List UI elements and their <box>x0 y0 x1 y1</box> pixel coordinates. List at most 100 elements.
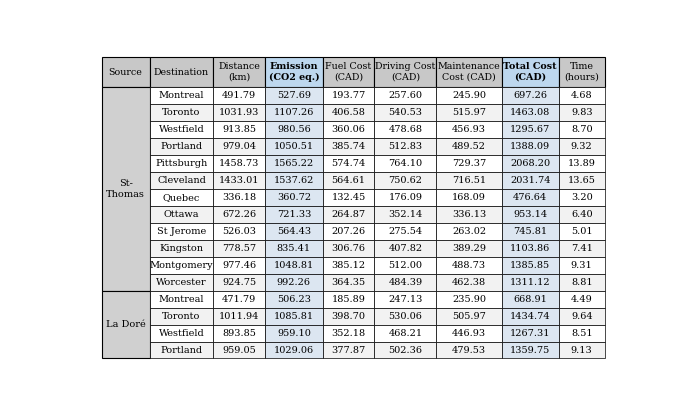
Text: 4.68: 4.68 <box>571 91 593 100</box>
Text: 515.97: 515.97 <box>452 109 486 118</box>
Bar <box>374 325 436 342</box>
Bar <box>150 274 213 291</box>
Text: Total Cost
(CAD): Total Cost (CAD) <box>504 62 557 82</box>
Text: 1103.86: 1103.86 <box>510 244 551 253</box>
Bar <box>150 223 213 240</box>
Text: 488.73: 488.73 <box>452 261 486 270</box>
Bar <box>322 138 374 155</box>
Bar <box>322 121 374 138</box>
Text: 9.64: 9.64 <box>571 312 593 321</box>
Bar <box>374 121 436 138</box>
Text: Source: Source <box>109 67 143 76</box>
Text: 9.31: 9.31 <box>571 261 593 270</box>
Bar <box>265 291 322 308</box>
Text: 406.58: 406.58 <box>331 109 365 118</box>
Text: 132.45: 132.45 <box>331 193 366 202</box>
Text: 1385.85: 1385.85 <box>510 261 551 270</box>
Bar <box>265 138 322 155</box>
Bar <box>265 342 322 358</box>
Bar <box>322 189 374 206</box>
Bar <box>559 274 605 291</box>
Text: 306.76: 306.76 <box>331 244 365 253</box>
Bar <box>150 325 213 342</box>
Text: 526.03: 526.03 <box>222 227 256 236</box>
Bar <box>322 274 374 291</box>
Text: 4.49: 4.49 <box>571 295 593 304</box>
Text: 959.10: 959.10 <box>277 328 311 337</box>
Text: 385.74: 385.74 <box>331 142 366 151</box>
Bar <box>322 206 374 223</box>
Text: 336.18: 336.18 <box>222 193 256 202</box>
Bar <box>265 88 322 104</box>
Bar <box>150 155 213 172</box>
Bar <box>436 189 502 206</box>
Bar <box>265 240 322 257</box>
Bar <box>101 291 150 358</box>
Bar <box>559 257 605 274</box>
Text: Toronto: Toronto <box>163 312 200 321</box>
Bar <box>374 155 436 172</box>
Bar <box>436 138 502 155</box>
Bar <box>265 172 322 189</box>
Bar <box>436 308 502 325</box>
Text: 1050.51: 1050.51 <box>274 142 314 151</box>
Text: Westfield: Westfield <box>158 125 205 134</box>
Bar <box>150 206 213 223</box>
Bar <box>374 291 436 308</box>
Text: 505.97: 505.97 <box>452 312 486 321</box>
Bar <box>213 325 265 342</box>
Bar <box>150 240 213 257</box>
Bar <box>374 57 436 88</box>
Bar <box>322 57 374 88</box>
Bar <box>150 342 213 358</box>
Bar <box>213 342 265 358</box>
Text: 352.18: 352.18 <box>331 328 366 337</box>
Bar <box>436 88 502 104</box>
Text: 13.89: 13.89 <box>568 159 596 168</box>
Bar <box>322 223 374 240</box>
Text: 7.41: 7.41 <box>570 244 593 253</box>
Bar <box>322 257 374 274</box>
Text: 9.13: 9.13 <box>571 346 593 355</box>
Bar <box>374 274 436 291</box>
Text: St Jerome: St Jerome <box>157 227 206 236</box>
Bar <box>502 342 559 358</box>
Text: 1565.22: 1565.22 <box>274 159 314 168</box>
Text: 1011.94: 1011.94 <box>219 312 259 321</box>
Text: 1434.74: 1434.74 <box>510 312 551 321</box>
Bar <box>436 172 502 189</box>
Bar <box>502 155 559 172</box>
Bar <box>436 57 502 88</box>
Text: 959.05: 959.05 <box>223 346 256 355</box>
Text: 778.57: 778.57 <box>222 244 256 253</box>
Bar <box>322 342 374 358</box>
Text: 462.38: 462.38 <box>452 278 486 287</box>
Bar <box>374 104 436 121</box>
Text: Fuel Cost
(CAD): Fuel Cost (CAD) <box>325 62 371 82</box>
Bar <box>436 121 502 138</box>
Bar <box>502 257 559 274</box>
Bar <box>374 206 436 223</box>
Text: 502.36: 502.36 <box>389 346 422 355</box>
Text: 336.13: 336.13 <box>452 210 486 219</box>
Bar <box>213 172 265 189</box>
Text: 364.35: 364.35 <box>331 278 366 287</box>
Text: Portland: Portland <box>161 346 203 355</box>
Text: 479.53: 479.53 <box>452 346 486 355</box>
Text: 275.54: 275.54 <box>389 227 422 236</box>
Bar <box>150 308 213 325</box>
Bar <box>559 325 605 342</box>
Bar <box>265 206 322 223</box>
Text: 1537.62: 1537.62 <box>274 176 314 185</box>
Text: 5.01: 5.01 <box>571 227 593 236</box>
Text: 8.70: 8.70 <box>571 125 593 134</box>
Text: 527.69: 527.69 <box>277 91 311 100</box>
Text: 574.74: 574.74 <box>331 159 366 168</box>
Text: 446.93: 446.93 <box>452 328 486 337</box>
Text: 245.90: 245.90 <box>452 91 486 100</box>
Bar <box>150 138 213 155</box>
Bar <box>502 88 559 104</box>
Text: 1359.75: 1359.75 <box>510 346 551 355</box>
Bar <box>374 172 436 189</box>
Bar <box>436 223 502 240</box>
